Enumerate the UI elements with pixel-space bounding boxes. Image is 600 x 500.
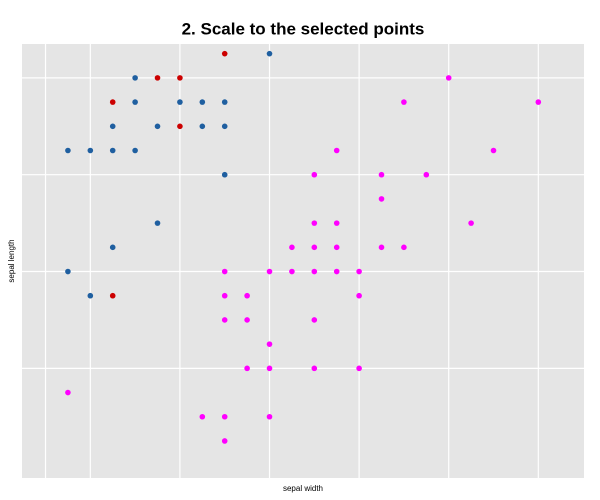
plot-panel [22,44,584,478]
point [199,413,206,420]
point [266,50,273,57]
x-axis-label: sepal width [283,484,323,493]
point [311,244,318,251]
point [244,292,250,299]
point [221,317,228,323]
point [266,341,273,347]
point [311,171,318,178]
point [154,123,161,130]
point [535,99,542,105]
point [221,171,228,178]
point [490,147,497,154]
point [378,171,385,178]
point [154,75,161,81]
point [311,220,318,226]
point [132,75,138,81]
point [244,317,250,323]
y-axis-label: sepal length [7,239,16,282]
point [333,220,340,226]
point [221,50,228,57]
chart-title: 2. Scale to the selected points [182,19,425,38]
point [109,99,116,105]
point [289,244,295,251]
point [244,365,250,372]
point [266,268,273,275]
point [221,438,228,444]
point [311,268,318,275]
point [109,292,116,299]
point [266,365,273,372]
point [333,268,340,275]
point [65,268,71,275]
point [65,147,71,154]
point [109,147,116,154]
point [468,220,474,226]
point [177,75,183,81]
point [311,317,318,323]
point [87,147,94,154]
point [132,147,138,154]
point [109,244,116,251]
point [378,196,385,202]
point [333,244,340,251]
point [356,365,362,372]
point [445,75,452,81]
point [266,413,273,420]
point [356,292,362,299]
point [221,99,228,105]
point [65,389,71,396]
point [221,268,228,275]
point [177,123,183,130]
point [154,220,161,226]
point [378,244,385,251]
point [199,99,206,105]
point [221,413,228,420]
point [199,123,206,130]
point [177,99,183,105]
point [132,99,138,105]
point [221,292,228,299]
point [356,268,362,275]
point [221,123,228,130]
point [289,268,295,275]
point [87,292,94,299]
point [423,171,430,178]
point [401,244,407,251]
point [333,147,340,154]
point [311,365,318,372]
point [109,123,116,130]
point [401,99,407,105]
